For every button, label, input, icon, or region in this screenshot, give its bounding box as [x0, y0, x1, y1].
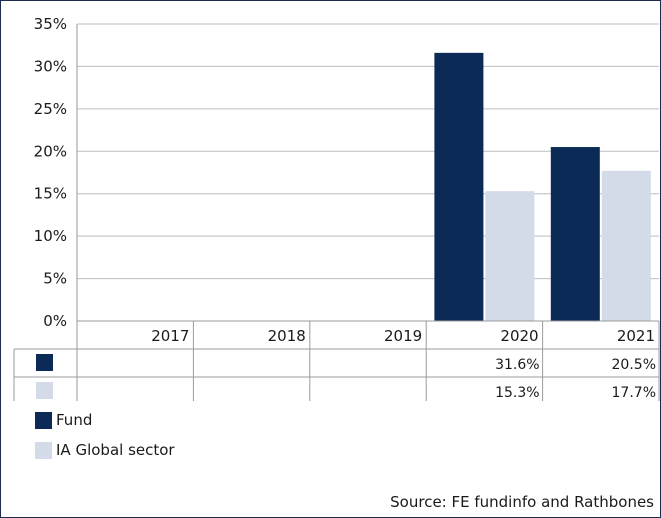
legend-swatch-fund [35, 411, 52, 429]
legend-label-sector: IA Global sector [56, 441, 175, 459]
y-tick-label: 15% [34, 185, 67, 203]
bar-ia-global-sector [485, 191, 535, 321]
x-tick-label: 2021 [617, 327, 655, 345]
chart-plot: 0% 5% 10% 15% 20% 25% 30% 35% 2017 2018 2019 2020 20… [13, 15, 660, 401]
data-label: 15.3% [495, 385, 539, 401]
source-note: Source: FE fundinfo and Rathbones [390, 493, 654, 511]
data-label: 20.5% [612, 357, 656, 373]
x-tick-label: 2018 [268, 327, 306, 345]
y-tick-label: 35% [34, 15, 67, 33]
y-tick-label: 25% [34, 100, 67, 118]
legend-item-sector: IA Global sector [35, 441, 175, 459]
legend-swatch-sector [35, 441, 52, 459]
bar-ia-global-sector [601, 170, 651, 321]
legend-item-fund: Fund [35, 411, 92, 429]
x-tick-label: 2017 [151, 327, 189, 345]
data-label: 17.7% [612, 385, 656, 401]
data-label: 31.6% [495, 357, 539, 373]
y-tick-label: 5% [43, 270, 67, 288]
y-tick-label: 30% [34, 57, 67, 75]
bar-fund [434, 52, 484, 321]
x-tick-label: 2020 [500, 327, 538, 345]
legend-label-fund: Fund [56, 411, 93, 429]
y-tick-label: 0% [43, 312, 67, 330]
table-swatch [36, 382, 53, 399]
y-tick-label: 20% [34, 142, 67, 160]
y-tick-label: 10% [34, 227, 67, 245]
table-swatch [36, 354, 53, 371]
x-tick-label: 2019 [384, 327, 422, 345]
bar-fund [550, 147, 600, 321]
